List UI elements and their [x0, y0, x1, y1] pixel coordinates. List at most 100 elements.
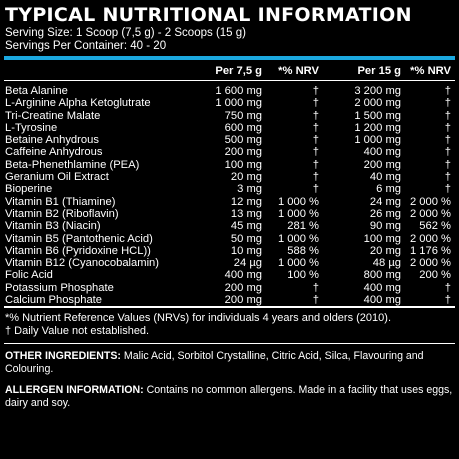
nrv-per-15g: † — [444, 294, 451, 307]
table-row: L-Arginine Alpha Ketoglutrate 1 000 mg † 2 … — [4, 97, 455, 109]
amount-per-15g: 1 000 mg — [354, 134, 401, 147]
amount-per-15g: 90 mg — [369, 220, 401, 233]
nrv-per-7-5g: † — [312, 281, 319, 294]
other-ingredients-text: Malic Acid, Sorbitol Crystalline, Citric… — [5, 350, 424, 376]
nutrient-name: Vitamin B5 (Pantothenic Acid) — [5, 232, 153, 245]
nrv-per-7-5g: 281 % — [287, 220, 319, 233]
nrv-per-15g: 1 176 % — [409, 244, 451, 257]
other-ingredients: OTHER INGREDIENTS: Malic Acid, Sorbitol … — [5, 350, 455, 376]
amount-per-7-5g: 24 µg — [233, 257, 262, 270]
nrv-per-7-5g: 1 000 % — [277, 257, 319, 270]
amount-per-15g: 40 mg — [369, 171, 401, 184]
nrv-per-15g: 2 000 % — [409, 195, 451, 208]
nrv-per-7-5g: † — [312, 171, 319, 184]
amount-per-15g: 200 mg — [363, 158, 401, 171]
amount-per-7-5g: 400 mg — [224, 269, 262, 282]
footnote-divider — [4, 343, 455, 345]
allergen-information: ALLERGEN INFORMATION: Contains no common… — [5, 384, 455, 410]
nrv-per-7-5g: † — [312, 146, 319, 159]
amount-per-7-5g: 20 mg — [230, 171, 262, 184]
nutrient-name: Vitamin B1 (Thiamine) — [5, 195, 116, 208]
nrv-per-7-5g: † — [312, 121, 319, 134]
table-bottom-rule — [4, 306, 455, 309]
header-blank — [4, 62, 174, 81]
amount-per-7-5g: 750 mg — [224, 109, 262, 122]
nrv-per-7-5g: 588 % — [287, 244, 319, 257]
amount-per-7-5g: 200 mg — [224, 294, 262, 307]
nrv-per-7-5g: † — [312, 158, 319, 171]
nrv-per-7-5g: † — [312, 109, 319, 122]
header-nrv-1: *% NRV — [278, 64, 319, 77]
amount-per-7-5g: 1 600 mg — [215, 85, 262, 97]
nrv-per-7-5g: † — [312, 294, 319, 307]
amount-per-15g: 2 000 mg — [354, 97, 401, 110]
amount-per-7-5g: 45 mg — [230, 220, 262, 233]
amount-per-15g: 20 mg — [369, 244, 401, 257]
header-divider-blue — [4, 56, 455, 60]
table-row: Bioperine 3 mg † 6 mg † — [4, 183, 455, 195]
nrv-per-7-5g: † — [312, 134, 319, 147]
table-row: Potassium Phosphate 200 mg † 400 mg † — [4, 282, 455, 294]
servings-per-container: Servings Per Container: 40 - 20 — [5, 40, 167, 52]
amount-per-15g: 800 mg — [363, 269, 401, 282]
table-row: Folic Acid 400 mg 100 % 800 mg 200 % — [4, 269, 455, 281]
nrv-per-7-5g: † — [312, 85, 319, 97]
nutrient-name: Vitamin B3 (Niacin) — [5, 220, 101, 233]
nrv-per-15g: † — [444, 281, 451, 294]
amount-per-15g: 400 mg — [363, 281, 401, 294]
amount-per-7-5g: 500 mg — [224, 134, 262, 147]
nutrient-name: Beta-Phenethlamine (PEA) — [5, 158, 140, 171]
nrv-per-15g: 2 000 % — [409, 232, 451, 245]
table-row: Calcium Phosphate 200 mg † 400 mg † — [4, 294, 455, 306]
amount-per-7-5g: 1 000 mg — [215, 97, 262, 110]
table-row: Caffeine Anhydrous 200 mg † 400 mg † — [4, 146, 455, 158]
nutrient-name: Vitamin B6 (Pyridoxine HCL)) — [5, 244, 151, 257]
nrv-per-15g: 2 000 % — [409, 207, 451, 220]
amount-per-7-5g: 600 mg — [224, 121, 262, 134]
table-body: Beta Alanine 1 600 mg † 3 200 mg † L-Arginine… — [4, 80, 455, 307]
nrv-per-7-5g: 1 000 % — [277, 207, 319, 220]
amount-per-15g: 3 200 mg — [354, 85, 401, 97]
nutrient-name: Geranium Oil Extract — [5, 171, 109, 184]
nrv-per-15g: 562 % — [419, 220, 451, 233]
amount-per-7-5g: 100 mg — [224, 158, 262, 171]
nrv-per-15g: † — [444, 85, 451, 97]
header-underline — [4, 80, 455, 85]
nrv-per-7-5g: 100 % — [287, 269, 319, 282]
amount-per-7-5g: 12 mg — [230, 195, 262, 208]
header-per-7-5g: Per 7,5 g — [215, 64, 262, 77]
nrv-per-15g: † — [444, 109, 451, 122]
header-underline-row — [4, 80, 455, 85]
table-row: Beta Alanine 1 600 mg † 3 200 mg † — [4, 85, 455, 97]
nutrient-name: Betaine Anhydrous — [5, 134, 99, 147]
nutrient-name: Vitamin B2 (Riboflavin) — [5, 207, 119, 220]
nrv-per-15g: † — [444, 158, 451, 171]
amount-per-15g: 6 mg — [376, 183, 401, 196]
amount-per-15g: 48 µg — [372, 257, 401, 270]
nrv-per-15g: † — [444, 121, 451, 134]
nrv-per-15g: † — [444, 183, 451, 196]
nutrient-name: L-Tyrosine — [5, 121, 58, 134]
table-row: Geranium Oil Extract 20 mg † 40 mg † — [4, 171, 455, 183]
allergen-label: ALLERGEN INFORMATION: — [5, 384, 144, 397]
amount-per-15g: 1 200 mg — [354, 121, 401, 134]
nutrient-name: Tri-Creatine Malate — [5, 109, 101, 122]
amount-per-7-5g: 200 mg — [224, 281, 262, 294]
amount-per-7-5g: 200 mg — [224, 146, 262, 159]
other-ingredients-label: OTHER INGREDIENTS: — [5, 350, 121, 363]
nrv-per-15g: † — [444, 171, 451, 184]
amount-per-7-5g: 50 mg — [230, 232, 262, 245]
table-row: Tri-Creatine Malate 750 mg † 1 500 mg † — [4, 110, 455, 122]
nutrient-name: Vitamin B12 (Cyanocobalamin) — [5, 257, 160, 270]
amount-per-15g: 26 mg — [369, 207, 401, 220]
nrv-per-15g: 2 000 % — [409, 257, 451, 270]
table-row: Beta-Phenethlamine (PEA) 100 mg † 200 mg † — [4, 159, 455, 171]
nrv-per-15g: † — [444, 97, 451, 110]
amount-per-15g: 400 mg — [363, 146, 401, 159]
table-header-row: Per 7,5 g *% NRV Per 15 g *% NRV — [4, 62, 455, 81]
nrv-footnote: *% Nutrient Reference Values (NRVs) for … — [5, 312, 391, 325]
dagger-footnote: † Daily Value not established. — [5, 324, 150, 337]
nrv-per-7-5g: 1 000 % — [277, 195, 319, 208]
nutrition-table: Per 7,5 g *% NRV Per 15 g *% NRV Beta Al… — [4, 62, 455, 306]
table-row: L-Tyrosine 600 mg † 1 200 mg † — [4, 122, 455, 134]
